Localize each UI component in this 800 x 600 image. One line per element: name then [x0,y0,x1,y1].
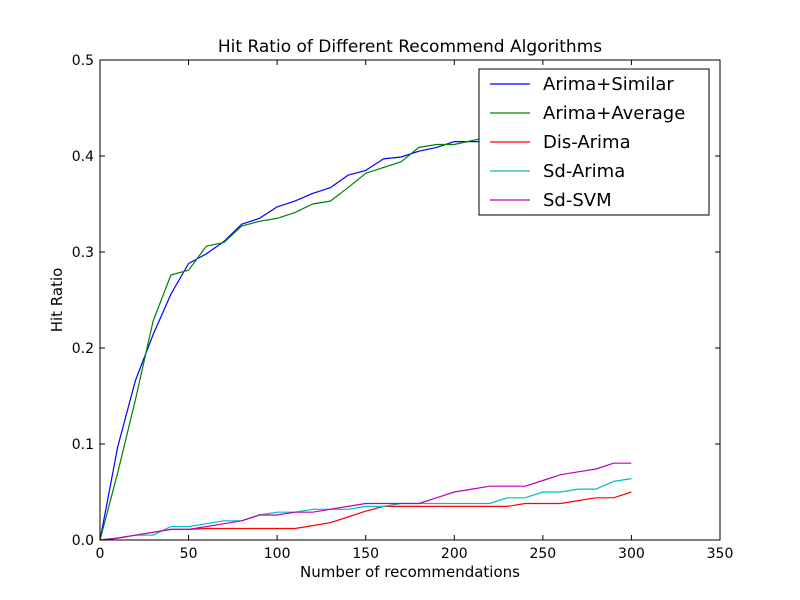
legend: Arima+Similar Arima+Average Dis-Arima Sd-Ar… [478,68,710,216]
series-line-sd-arima [99,478,632,541]
y-axis-label: Hit Ratio [48,268,66,333]
x-tick-label: 150 [352,546,379,562]
x-tick-label: 300 [618,546,645,562]
x-tick-label: 200 [441,546,468,562]
series-line-sd-svm [99,462,632,541]
chart-title: Hit Ratio of Different Recommend Algorit… [218,37,602,57]
y-tick-label: 0.2 [72,341,94,357]
series-line-arima-average [99,136,490,541]
x-tick-label: 100 [264,546,291,562]
y-tick-label: 0.5 [72,53,94,69]
legend-label-sd-arima: Sd-Arima [543,161,625,182]
legend-label-sd-svm: Sd-SVM [543,190,612,211]
series-line-arima-similar [99,141,490,541]
axes-frame [99,59,721,541]
x-tick-label: 0 [96,546,105,562]
series-layer [99,136,632,541]
legend-label-dis-arima: Dis-Arima [543,132,631,153]
y-tick-label: 0.0 [72,533,94,549]
y-tick-label: 0.4 [72,149,94,165]
tick-layer: 0 50 100 150 200 250 300 350 0.0 0.1 0.2 0.3 0.4 0.5 [72,53,734,562]
legend-label-arima-similar: Arima+Similar [543,74,674,95]
x-tick-label: 50 [180,546,198,562]
y-tick-label: 0.3 [72,245,94,261]
legend-label-arima-average: Arima+Average [543,103,685,124]
x-axis-label: Number of recommendations [300,563,520,581]
x-tick-label: 350 [707,546,734,562]
x-tick-label: 250 [529,546,556,562]
y-tick-label: 0.1 [72,437,94,453]
